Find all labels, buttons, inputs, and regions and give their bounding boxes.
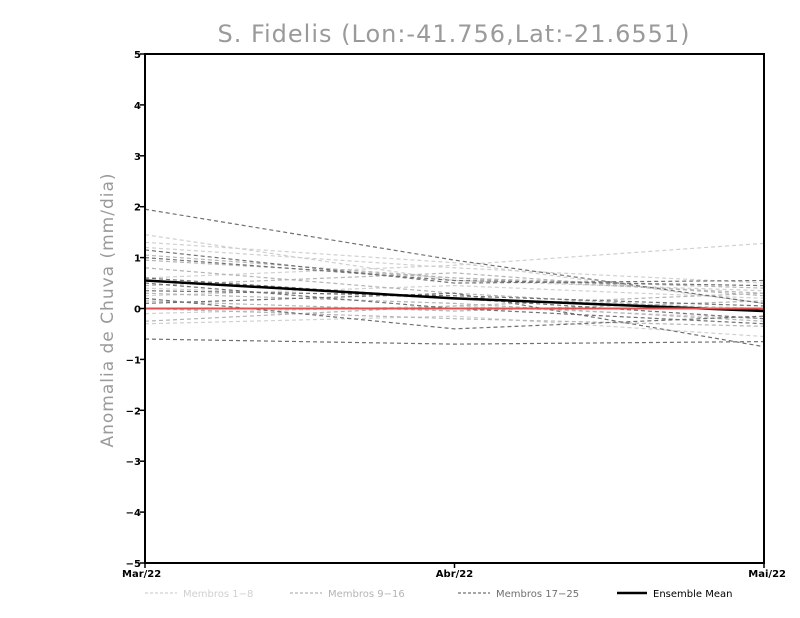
legend-label: Ensemble Mean	[653, 589, 732, 600]
member-line	[144, 292, 765, 348]
y-tick-label: −3	[126, 457, 141, 468]
member-line	[144, 315, 765, 338]
member-line	[144, 307, 765, 327]
member-line	[144, 241, 765, 305]
member-line	[144, 300, 765, 312]
y-axis-label: Anomalia de Chuva (mm/dia)	[98, 172, 118, 447]
y-tick-label: −2	[126, 406, 141, 417]
member-line	[144, 208, 765, 305]
y-axis-ticks: 5 4 3 2 1 0 −1 −2 −3 −4 −5	[126, 50, 145, 570]
y-tick-label: 4	[134, 101, 141, 112]
ensemble-mean-line	[144, 279, 765, 313]
member-line	[144, 242, 765, 279]
legend: Membros 1−8 Membros 9−16 Membros 17−25 Ense…	[145, 589, 732, 600]
y-tick-label: 0	[134, 305, 141, 316]
plot-frame	[144, 53, 765, 564]
y-tick-label: 3	[134, 152, 141, 163]
member-line	[144, 234, 765, 292]
member-line	[144, 284, 765, 299]
y-tick-label: −1	[126, 355, 141, 366]
member-line	[144, 272, 765, 297]
member-line	[144, 292, 765, 322]
member-line	[144, 338, 765, 345]
member-line	[144, 297, 765, 330]
y-tick-label: 2	[134, 203, 141, 214]
legend-label: Membros 9−16	[328, 589, 405, 600]
y-tick-label: −4	[126, 508, 141, 519]
member-line	[144, 259, 765, 289]
member-line	[144, 292, 765, 322]
x-tick-label: Abr/22	[436, 569, 473, 580]
member-line	[144, 246, 765, 284]
legend-label: Membros 17−25	[496, 589, 579, 600]
member-line	[144, 249, 765, 284]
y-tick-label: 1	[134, 254, 141, 265]
series-layer	[144, 208, 765, 348]
x-tick-label: Mai/22	[748, 569, 786, 580]
y-tick-label: −5	[126, 559, 141, 570]
legend-label: Membros 1−8	[183, 589, 253, 600]
x-tick-label: Mar/22	[122, 569, 161, 580]
member-line	[144, 257, 765, 287]
member-line	[144, 290, 765, 307]
x-axis-ticks: Mar/22 Abr/22 Mai/22	[122, 563, 786, 580]
chart-title: S. Fidelis (Lon:-41.756,Lat:-21.6551)	[217, 20, 690, 48]
y-tick-label: 5	[134, 50, 141, 61]
